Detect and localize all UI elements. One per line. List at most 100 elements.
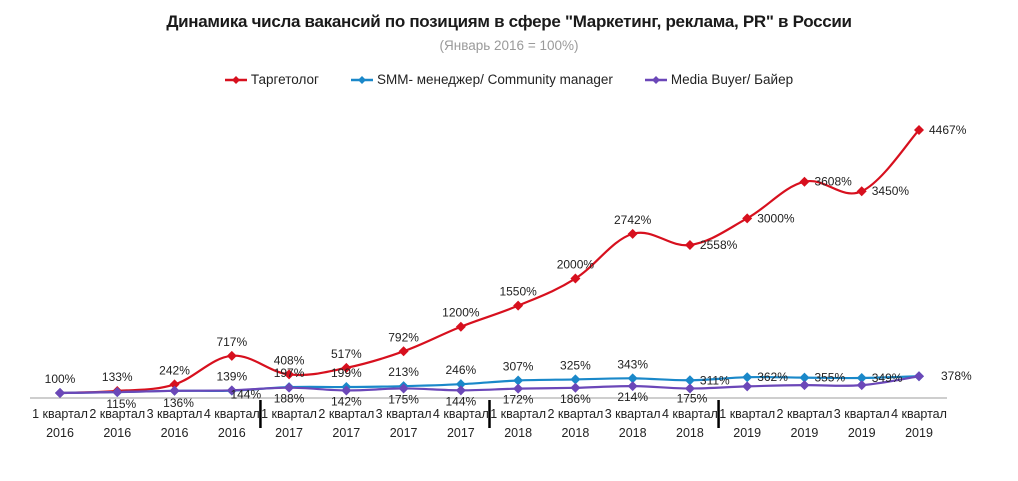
legend-swatch-targetolog — [224, 75, 247, 84]
data-point-media-buyer — [112, 387, 123, 398]
x-tick-label-quarter: 3 квартал — [605, 407, 661, 421]
data-point-media-buyer — [627, 381, 638, 392]
data-label-media-buyer: 144% — [446, 394, 477, 408]
data-point-targetolog — [341, 362, 352, 373]
legend-item-smm[interactable]: SMM- менеджер/ Community manager — [350, 72, 613, 87]
data-point-targetolog — [627, 228, 638, 239]
x-tick-label-quarter: 2 квартал — [777, 407, 833, 421]
x-tick-label-quarter: 4 квартал — [204, 407, 260, 421]
data-label-targetolog: 717% — [216, 335, 247, 349]
x-tick-label-quarter: 1 квартал — [32, 407, 88, 421]
x-tick-label-quarter: 1 квартал — [719, 407, 775, 421]
data-label-smm: 349% — [872, 371, 903, 385]
data-label-targetolog: 133% — [102, 370, 133, 384]
legend: Таргетолог SMM- менеджер/ Community mana… — [0, 72, 1018, 87]
data-point-media-buyer — [513, 383, 524, 394]
x-tick-label-year: 2018 — [504, 426, 532, 440]
data-label-media-buyer: 172% — [503, 393, 534, 407]
data-label-media-buyer: 175% — [677, 391, 708, 405]
data-point-smm — [455, 379, 466, 390]
data-label-targetolog: 517% — [331, 347, 362, 361]
data-label-targetolog: 1550% — [499, 285, 537, 299]
data-label-media-buyer: 144% — [230, 387, 261, 401]
data-label-targetolog: 4467% — [929, 123, 967, 137]
data-label-media-buyer: 186% — [560, 392, 591, 406]
data-label-smm: 325% — [560, 358, 591, 372]
legend-label: Media Buyer/ Байер — [670, 72, 794, 87]
data-point-media-buyer — [799, 380, 810, 391]
data-point-smm — [513, 375, 524, 386]
data-label-targetolog: 3608% — [814, 175, 852, 189]
data-point-media-buyer — [856, 380, 867, 391]
data-point-targetolog — [226, 350, 237, 361]
data-label-targetolog: 792% — [388, 330, 419, 344]
data-point-smm — [799, 372, 810, 383]
data-label-smm: 199% — [331, 366, 362, 380]
x-tick-label-year: 2019 — [905, 426, 933, 440]
legend-item-targetolog[interactable]: Таргетолог — [224, 72, 319, 87]
data-point-smm — [627, 373, 638, 384]
data-label-smm: 115% — [106, 397, 136, 411]
data-point-media-buyer — [398, 383, 409, 394]
data-point-targetolog — [856, 186, 867, 197]
data-label-media-buyer: 214% — [617, 390, 648, 404]
data-point-targetolog — [284, 369, 295, 380]
data-point-targetolog — [513, 300, 524, 311]
x-tick-label-quarter: 4 квартал — [891, 407, 947, 421]
data-label-targetolog: 2000% — [557, 258, 595, 272]
x-tick-label-year: 2019 — [791, 426, 819, 440]
data-label-media-buyer: 188% — [274, 392, 305, 406]
legend-item-media-buyer[interactable]: Media Buyer/ Байер — [644, 72, 794, 87]
x-tick-label-quarter: 2 квартал — [318, 407, 374, 421]
x-tick-label-year: 2017 — [332, 426, 360, 440]
data-label-targetolog: 3000% — [757, 211, 795, 225]
data-label-smm: 343% — [617, 357, 648, 371]
data-point-targetolog — [742, 213, 753, 224]
legend-swatch-media-buyer — [644, 75, 667, 84]
data-point-targetolog — [914, 125, 924, 135]
data-point-media-buyer — [226, 385, 237, 396]
data-label-media-buyer: 100% — [45, 372, 76, 386]
data-label-smm: 139% — [216, 370, 247, 384]
legend-label: SMM- менеджер/ Community manager — [376, 72, 613, 87]
x-tick-label-quarter: 3 квартал — [376, 407, 432, 421]
data-point-smm — [742, 372, 753, 383]
chart-subtitle: (Январь 2016 = 100%) — [439, 38, 579, 53]
data-label-targetolog: 1200% — [442, 306, 480, 320]
x-tick-label-year: 2016 — [161, 426, 189, 440]
x-tick-label-quarter: 4 квартал — [662, 407, 718, 421]
data-point-media-buyer — [55, 387, 65, 398]
x-tick-label-year: 2019 — [733, 426, 761, 440]
data-label-smm: 213% — [388, 365, 419, 379]
series-line-targetolog — [59, 129, 920, 395]
data-point-targetolog — [570, 273, 581, 284]
x-tick-label-year: 2016 — [46, 426, 74, 440]
data-label-targetolog: 408% — [274, 353, 305, 367]
data-point-targetolog — [799, 176, 810, 187]
x-tick-label-quarter: 2 квартал — [547, 407, 603, 421]
data-point-targetolog — [398, 346, 409, 357]
x-tick-label-year: 2017 — [447, 426, 475, 440]
data-label-smm: 246% — [446, 363, 477, 377]
data-point-media-buyer — [455, 385, 466, 396]
legend-label: Таргетолог — [250, 72, 319, 87]
x-tick-label-year: 2017 — [275, 426, 303, 440]
data-label-targetolog: 242% — [159, 363, 190, 377]
data-point-media-buyer — [742, 381, 753, 392]
data-label-smm: 197% — [274, 366, 305, 380]
data-point-media-buyer — [914, 371, 924, 382]
data-label-media-buyer: 142% — [331, 394, 362, 408]
data-label-media-buyer: 175% — [388, 392, 419, 406]
x-tick-label-year: 2017 — [390, 426, 418, 440]
data-point-media-buyer — [169, 385, 180, 396]
data-point-media-buyer — [284, 382, 295, 393]
data-label-targetolog: 2558% — [700, 238, 738, 252]
x-tick-label-quarter: 2 квартал — [89, 407, 145, 421]
data-point-smm — [856, 372, 867, 383]
data-label-smm: 378% — [941, 369, 972, 383]
x-tick-label-year: 2016 — [218, 426, 246, 440]
data-point-targetolog — [169, 379, 180, 390]
data-point-media-buyer — [684, 383, 695, 394]
x-tick-label-quarter: 1 квартал — [261, 407, 317, 421]
